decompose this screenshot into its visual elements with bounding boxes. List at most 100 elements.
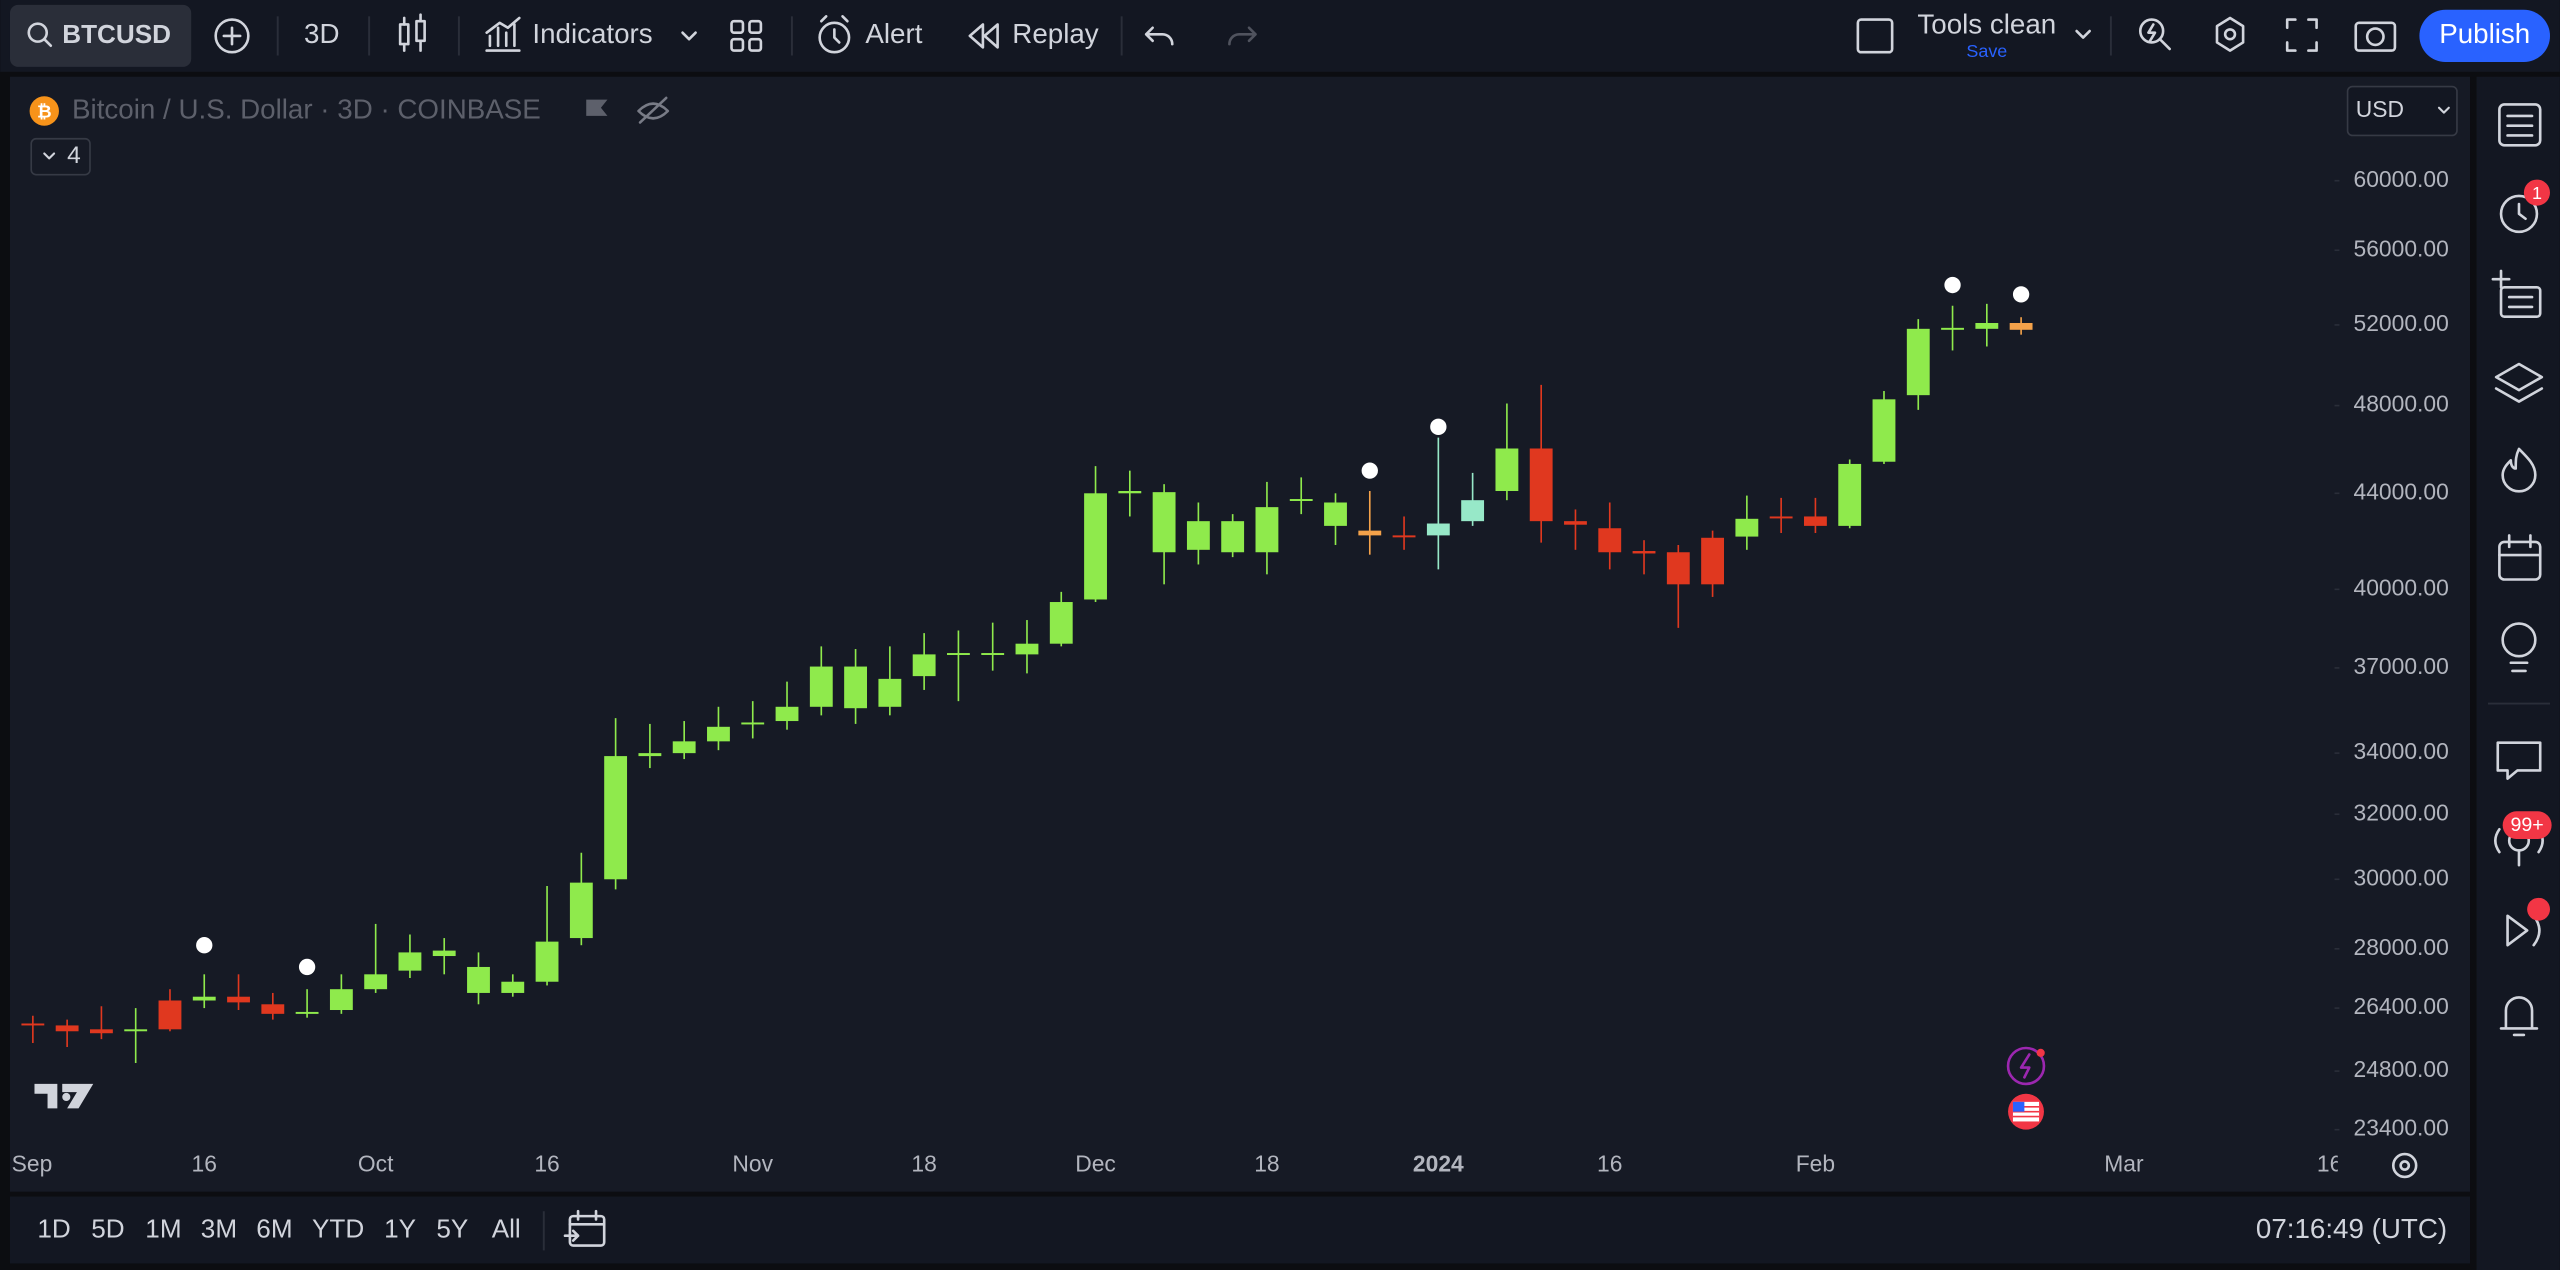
layout-checkbox[interactable] bbox=[1856, 18, 1894, 54]
range-button[interactable]: 3M bbox=[201, 1214, 237, 1244]
quick-search-button[interactable] bbox=[2138, 18, 2171, 51]
object-tree-button-shape[interactable] bbox=[2491, 269, 2534, 309]
templates-button-shape[interactable] bbox=[748, 19, 763, 34]
chart-type-button[interactable] bbox=[398, 13, 426, 52]
settings-button[interactable] bbox=[2223, 28, 2237, 41]
symbol-search[interactable]: BTCUSD bbox=[10, 4, 192, 67]
currency-selector-shape[interactable] bbox=[2437, 106, 2450, 114]
redo-button[interactable] bbox=[1228, 26, 1257, 46]
screenshot-button-shape[interactable] bbox=[2354, 21, 2397, 52]
replay-button[interactable]: Replay bbox=[968, 18, 1099, 49]
replay-trading-button[interactable] bbox=[2506, 897, 2550, 947]
screenshot-button-shape[interactable] bbox=[2365, 27, 2385, 47]
alert-button-shape[interactable] bbox=[818, 21, 851, 54]
symbol-title[interactable]: Bitcoin / U.S. Dollar · 3D · COINBASE bbox=[72, 93, 541, 124]
hide-indicators[interactable] bbox=[637, 96, 670, 124]
chats-button[interactable] bbox=[2496, 741, 2542, 780]
layers-button[interactable] bbox=[2494, 362, 2544, 403]
alerts-badge[interactable]: 1 bbox=[2532, 183, 2542, 203]
axis-settings-shape[interactable] bbox=[2391, 1152, 2418, 1179]
publish-text[interactable]: Publish bbox=[2439, 18, 2530, 49]
alert-button-shape[interactable] bbox=[819, 15, 849, 44]
range-button[interactable]: 1D bbox=[37, 1214, 70, 1244]
range-button[interactable]: 5Y bbox=[436, 1214, 468, 1244]
calendar-button-shape[interactable] bbox=[2498, 540, 2542, 581]
calendar-button-shape[interactable] bbox=[2498, 534, 2542, 557]
events-icon-shape[interactable] bbox=[2019, 1053, 2031, 1079]
watchlist-button[interactable] bbox=[2498, 103, 2542, 147]
quick-search-button-shape[interactable] bbox=[2138, 18, 2165, 44]
events-icon-shape[interactable] bbox=[2006, 1046, 2046, 1086]
alert-text[interactable]: Alert bbox=[865, 18, 922, 49]
range-button[interactable]: 1M bbox=[145, 1214, 181, 1244]
hotlist-button[interactable] bbox=[2501, 447, 2537, 493]
alerts-button-shape[interactable] bbox=[2499, 194, 2539, 234]
quick-search-button-shape[interactable] bbox=[2147, 23, 2171, 51]
ideas-button-shape[interactable] bbox=[2509, 661, 2529, 673]
currency-selector[interactable]: USD bbox=[2346, 85, 2458, 137]
streams-button[interactable]: 99+ bbox=[2494, 811, 2552, 867]
streams-button-shape[interactable] bbox=[2502, 811, 2552, 840]
publish-button-shape[interactable] bbox=[2419, 9, 2550, 63]
replay-button-shape[interactable] bbox=[968, 23, 999, 49]
clock[interactable]: 07:16:49 (UTC) bbox=[2256, 1213, 2447, 1244]
calendar-button[interactable] bbox=[2498, 534, 2542, 581]
notifications-badge[interactable]: 99+ bbox=[2511, 814, 2544, 836]
watchlist-button-shape[interactable] bbox=[2506, 114, 2534, 137]
symbol-search-shape[interactable] bbox=[27, 22, 49, 43]
templates-button-shape[interactable] bbox=[748, 37, 763, 52]
ideas-button-shape[interactable] bbox=[2501, 622, 2537, 658]
indicators-collapse[interactable]: 4 bbox=[30, 137, 91, 176]
indicators-button-shape[interactable] bbox=[485, 16, 521, 52]
alert-button[interactable]: Alert bbox=[818, 15, 923, 54]
settings-button[interactable] bbox=[2215, 16, 2245, 52]
symbol-search-shape[interactable] bbox=[10, 4, 192, 67]
layout-menu[interactable]: Tools clean Save bbox=[1917, 8, 2091, 61]
alerts-button-shape[interactable] bbox=[2517, 202, 2527, 221]
hide-indicators-shape[interactable] bbox=[637, 96, 670, 124]
date-range-button[interactable] bbox=[563, 1209, 606, 1247]
add-symbol-button-shape[interactable] bbox=[214, 18, 250, 54]
interval-button[interactable]: 3D bbox=[304, 18, 339, 49]
add-symbol-button-shape[interactable] bbox=[222, 26, 242, 46]
alerts-button[interactable]: 1 bbox=[2499, 179, 2550, 234]
screenshot-button[interactable] bbox=[2354, 21, 2397, 52]
date-range-button-shape[interactable] bbox=[563, 1209, 606, 1242]
range-button[interactable]: 6M bbox=[256, 1214, 292, 1244]
chart-type-button-shape[interactable] bbox=[402, 13, 422, 52]
economic-event-icon[interactable] bbox=[2008, 1093, 2044, 1130]
layout-name[interactable]: Tools clean bbox=[1917, 8, 2056, 39]
date-range-button-shape[interactable] bbox=[568, 1214, 606, 1247]
ideas-button[interactable] bbox=[2501, 622, 2537, 673]
axis-settings[interactable] bbox=[2391, 1152, 2418, 1179]
fullscreen-button[interactable] bbox=[2285, 18, 2318, 52]
templates-button[interactable] bbox=[730, 19, 763, 52]
range-button[interactable]: 5D bbox=[91, 1214, 124, 1244]
layout-menu-shape[interactable] bbox=[2075, 29, 2091, 39]
events-icon[interactable] bbox=[2006, 1046, 2046, 1086]
notifications-button[interactable] bbox=[2499, 996, 2539, 1037]
undo-button[interactable] bbox=[1144, 26, 1174, 46]
object-tree-button[interactable] bbox=[2491, 269, 2542, 318]
add-symbol-button[interactable] bbox=[214, 18, 250, 54]
indicators-collapse-shape[interactable] bbox=[30, 137, 91, 176]
indicators-menu[interactable] bbox=[681, 31, 697, 41]
watchlist-button-shape[interactable] bbox=[2498, 103, 2542, 147]
currency-selector-shape[interactable] bbox=[2346, 85, 2458, 137]
alerts-button-shape[interactable] bbox=[2523, 179, 2550, 206]
events-icon-shape[interactable] bbox=[2036, 1048, 2045, 1057]
range-button[interactable]: YTD bbox=[312, 1214, 364, 1244]
collapse-count[interactable]: 4 bbox=[67, 142, 81, 169]
replay-trading-button-shape[interactable] bbox=[2527, 897, 2550, 921]
indicators-collapse-shape[interactable] bbox=[43, 152, 56, 160]
replay-text[interactable]: Replay bbox=[1012, 18, 1099, 49]
templates-button-shape[interactable] bbox=[730, 19, 745, 34]
symbol-search-shape[interactable] bbox=[42, 37, 53, 48]
save-status[interactable]: Save bbox=[1966, 41, 2007, 61]
economic-event-icon-shape[interactable] bbox=[2012, 1101, 2025, 1112]
publish-button[interactable]: Publish bbox=[2419, 9, 2550, 63]
range-button[interactable]: 1Y bbox=[384, 1214, 416, 1244]
currency-text[interactable]: USD bbox=[2356, 96, 2404, 122]
templates-button-shape[interactable] bbox=[730, 37, 745, 52]
object-tree-button-shape[interactable] bbox=[2499, 285, 2542, 318]
